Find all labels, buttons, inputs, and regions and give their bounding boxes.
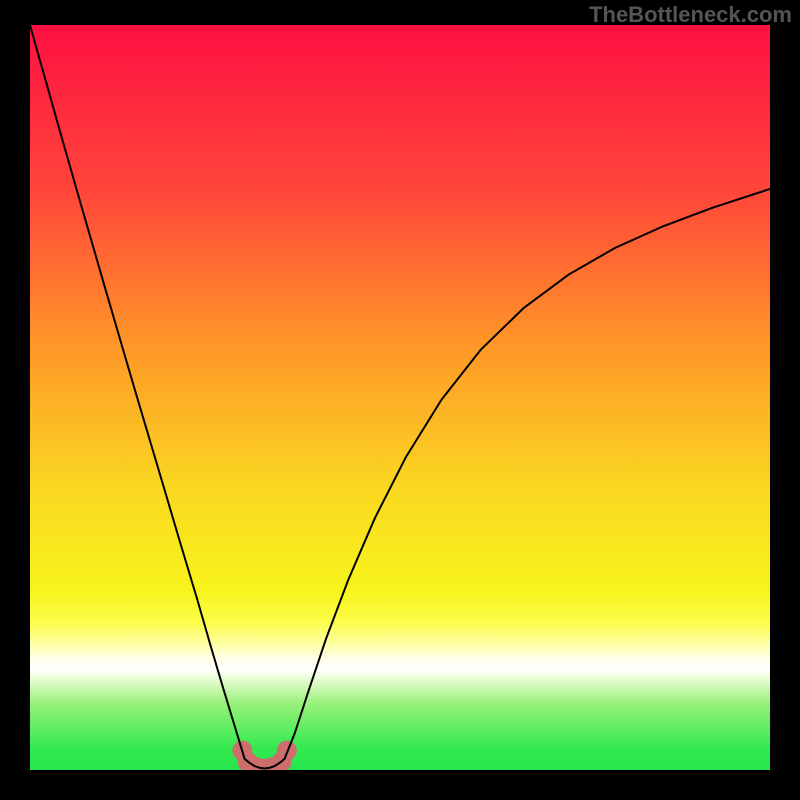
chart-container: TheBottleneck.com <box>0 0 800 800</box>
plot-area <box>30 25 770 770</box>
watermark-text: TheBottleneck.com <box>589 2 792 28</box>
bottleneck-curve <box>30 25 770 769</box>
curve-layer <box>30 25 770 770</box>
